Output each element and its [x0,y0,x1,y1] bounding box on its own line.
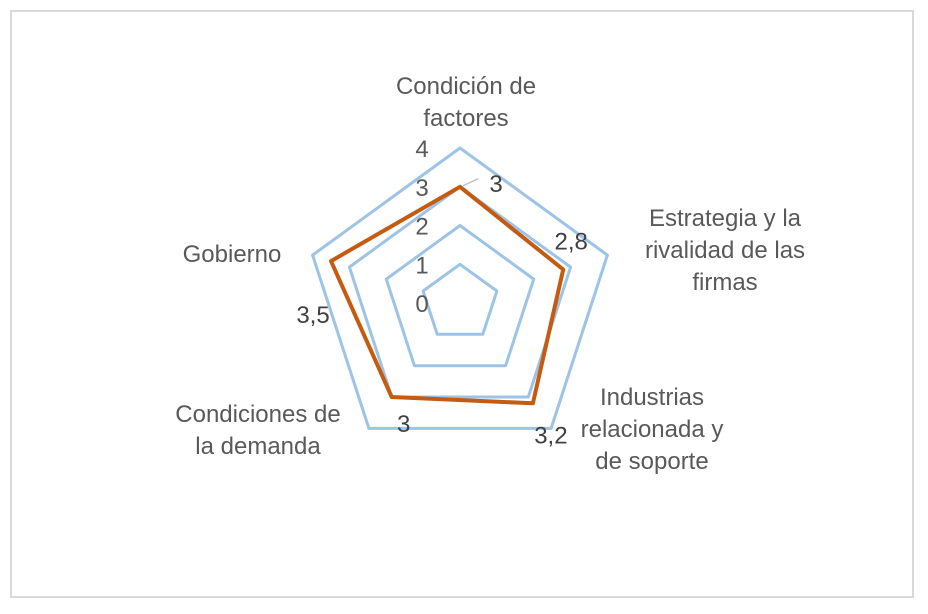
category-label: Estrategia y la rivalidad de las firmas [645,205,805,296]
data-label: 2,8 [555,229,588,256]
series-line [329,184,566,406]
tick-label: 2 [415,214,428,241]
category-label: Condiciones de la demanda [175,401,340,460]
category-labels: Condición de factores Estrategia y la rival… [175,73,805,475]
chart-frame [10,10,914,598]
grid-ring-4 [311,146,609,430]
data-label: 3 [397,411,410,438]
category-label: Industrias relacionada y de soporte [581,384,724,475]
tick-label: 4 [415,136,428,163]
category-label: Condición de factores [396,73,536,132]
data-label-leader [462,178,479,187]
grid-ring-2 [384,224,536,368]
category-label: Gobierno [183,241,282,268]
data-labels: 3 2,8 3,2 3 3,5 [296,171,588,449]
grid-ring-1 [421,262,499,336]
tick-label: 1 [415,252,428,279]
radial-axis-ticks: 0 1 2 3 4 [415,136,428,318]
radar-grid [311,146,609,430]
tick-label: 3 [415,175,428,202]
grid-ring-3 [347,185,573,399]
radar-series [329,184,566,406]
tick-label: 0 [415,291,428,318]
data-label: 3,5 [296,302,329,329]
data-label: 3 [489,171,502,198]
data-label: 3,2 [534,422,567,449]
